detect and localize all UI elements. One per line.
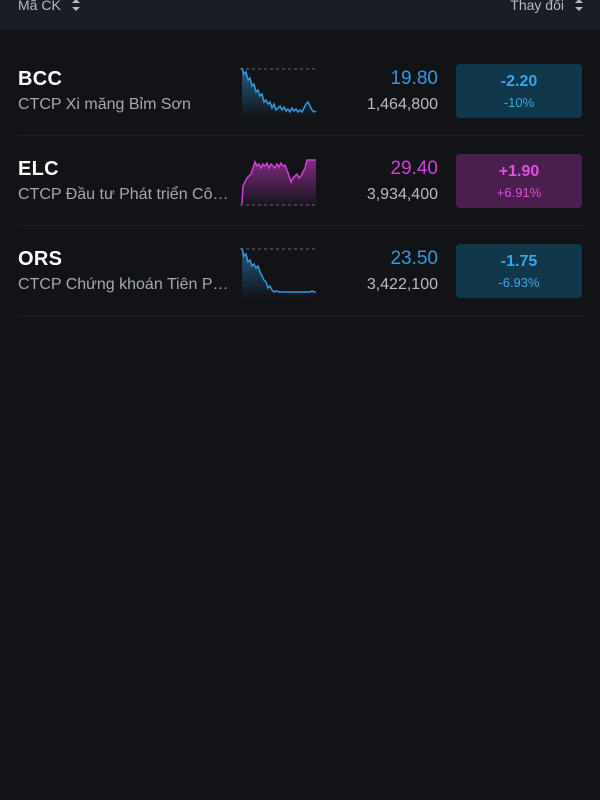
stock-price: 29.40 [390,158,438,179]
stock-symbol: BCC [18,68,63,90]
change-badge[interactable]: -1.75 -6.93% [456,244,582,298]
stock-list: BCC CTCP Xi măng Bỉm Sơn 19.80 1,464,800… [0,46,600,316]
change-value: +1.90 [498,162,540,180]
change-badge[interactable]: -2.20 -10% [456,64,582,118]
change-column-label: Thay đổi [510,0,564,13]
change-percent: -6.93% [498,274,540,290]
stock-row-elc[interactable]: ELC CTCP Đầu tư Phát triển Công nghệ Điệ… [18,136,584,226]
company-name: CTCP Đầu tư Phát triển Công nghệ Điện tử… [18,186,230,203]
change-value: -2.20 [500,72,538,90]
change-badge[interactable]: +1.90 +6.91% [456,154,582,208]
sparkline-chart [240,247,318,298]
sort-by-change[interactable]: Thay đổi [510,0,584,13]
sort-icon [575,0,583,11]
stock-price: 19.80 [390,68,438,89]
stock-volume: 3,422,100 [366,276,438,293]
watchlist-header: Mã CK Thay đổi [0,0,600,30]
company-name: CTCP Xi măng Bỉm Sơn [18,96,191,113]
sparkline-chart [240,67,318,118]
company-name: CTCP Chứng khoán Tiên Phong [18,276,230,293]
stock-row-bcc[interactable]: BCC CTCP Xi măng Bỉm Sơn 19.80 1,464,800… [18,46,584,136]
stock-price: 23.50 [390,248,438,269]
stock-symbol: ORS [18,248,63,270]
change-value: -1.75 [500,252,538,270]
sparkline-chart [240,159,318,208]
stock-volume: 1,464,800 [366,96,438,113]
stock-volume: 3,934,400 [366,186,438,203]
stock-row-ors[interactable]: ORS CTCP Chứng khoán Tiên Phong 23.50 3,… [18,226,584,316]
stock-symbol: ELC [18,158,59,180]
symbol-column-label: Mã CK [18,0,61,13]
change-percent: +6.91% [496,184,542,200]
sort-icon [71,0,80,11]
sort-by-symbol[interactable]: Mã CK [18,0,81,13]
change-percent: -10% [503,94,535,110]
